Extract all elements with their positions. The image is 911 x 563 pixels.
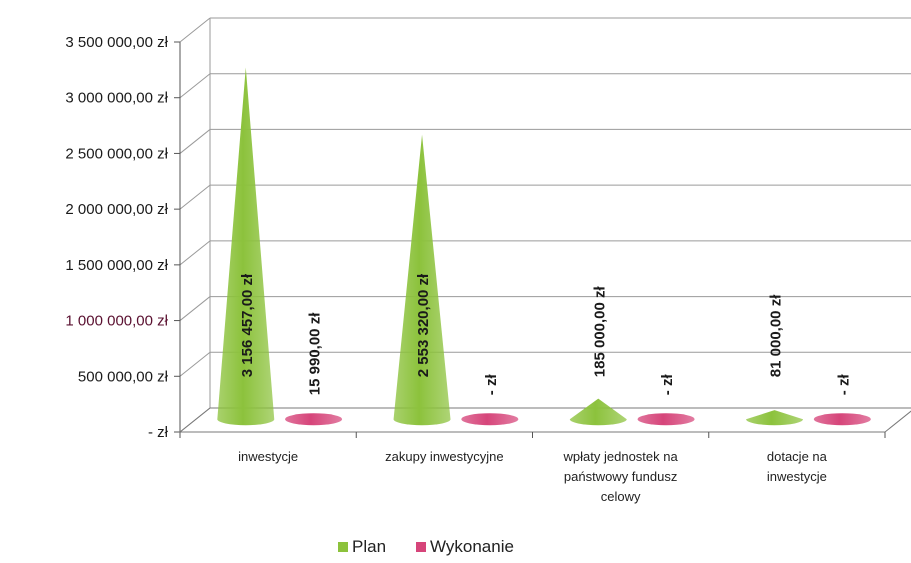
y-tick-label: 1 000 000,00 zł bbox=[65, 313, 168, 330]
bar-wykonanie bbox=[637, 413, 695, 426]
gridline-depth bbox=[179, 73, 211, 99]
legend-swatch bbox=[416, 542, 426, 552]
x-tick-label: dotacje na inwestycje bbox=[767, 449, 828, 484]
bar-wykonanie bbox=[285, 413, 343, 426]
gridline-depth bbox=[179, 351, 211, 377]
bar-wykonanie bbox=[813, 413, 871, 426]
data-label: 81 000,00 zł bbox=[768, 294, 785, 377]
chart-marks bbox=[217, 67, 871, 426]
data-label: 185 000,00 zł bbox=[591, 285, 608, 377]
legend: Plan Wykonanie bbox=[338, 537, 514, 556]
bar-wykonanie bbox=[461, 413, 519, 426]
data-label: - zł bbox=[835, 374, 852, 396]
x-tick-label: inwestycje bbox=[238, 449, 298, 464]
legend-label: Wykonanie bbox=[430, 537, 514, 556]
bar-plan bbox=[217, 67, 275, 426]
y-tick-label: 500 000,00 zł bbox=[78, 368, 169, 385]
y-tick-label: - zł bbox=[148, 424, 169, 441]
data-label: - zł bbox=[659, 374, 676, 396]
x-axis: inwestycje zakupy inwestycyjne wpłaty jedn… bbox=[178, 407, 911, 504]
chart-floor bbox=[178, 407, 911, 433]
y-tick-label: 3 000 000,00 zł bbox=[65, 90, 168, 107]
y-tick-label: 2 000 000,00 zł bbox=[65, 201, 168, 218]
x-tick-label: zakupy inwestycyjne bbox=[385, 449, 504, 464]
gridline-depth bbox=[179, 17, 211, 43]
x-tick-label: wpłaty jednostek na państwowy fundusz celo… bbox=[563, 449, 679, 504]
bar-plan bbox=[569, 398, 627, 426]
data-labels: 3 156 457,00 zł 15 990,00 zł 2 553 320,00 … bbox=[239, 273, 853, 395]
bar-plan bbox=[746, 410, 804, 426]
legend-label: Plan bbox=[352, 537, 386, 556]
gridline-depth bbox=[179, 129, 211, 154]
bar-plan bbox=[393, 134, 451, 426]
data-label: - zł bbox=[483, 374, 500, 396]
y-tick-label: 3 500 000,00 zł bbox=[65, 34, 168, 51]
legend-swatch bbox=[338, 542, 348, 552]
data-label: 2 553 320,00 zł bbox=[415, 273, 432, 377]
y-tick-label: 2 500 000,00 zł bbox=[65, 145, 168, 162]
gridline-depth bbox=[179, 296, 211, 321]
gridlines bbox=[179, 17, 911, 433]
gridline-depth bbox=[179, 240, 211, 266]
y-axis: - zł 500 000,00 zł 1 000 000,00 zł 1 500 00… bbox=[65, 34, 181, 441]
data-label: 3 156 457,00 zł bbox=[239, 273, 256, 377]
data-label: 15 990,00 zł bbox=[307, 312, 324, 395]
y-tick-label: 1 500 000,00 zł bbox=[65, 257, 168, 274]
gridline-depth bbox=[179, 184, 211, 210]
